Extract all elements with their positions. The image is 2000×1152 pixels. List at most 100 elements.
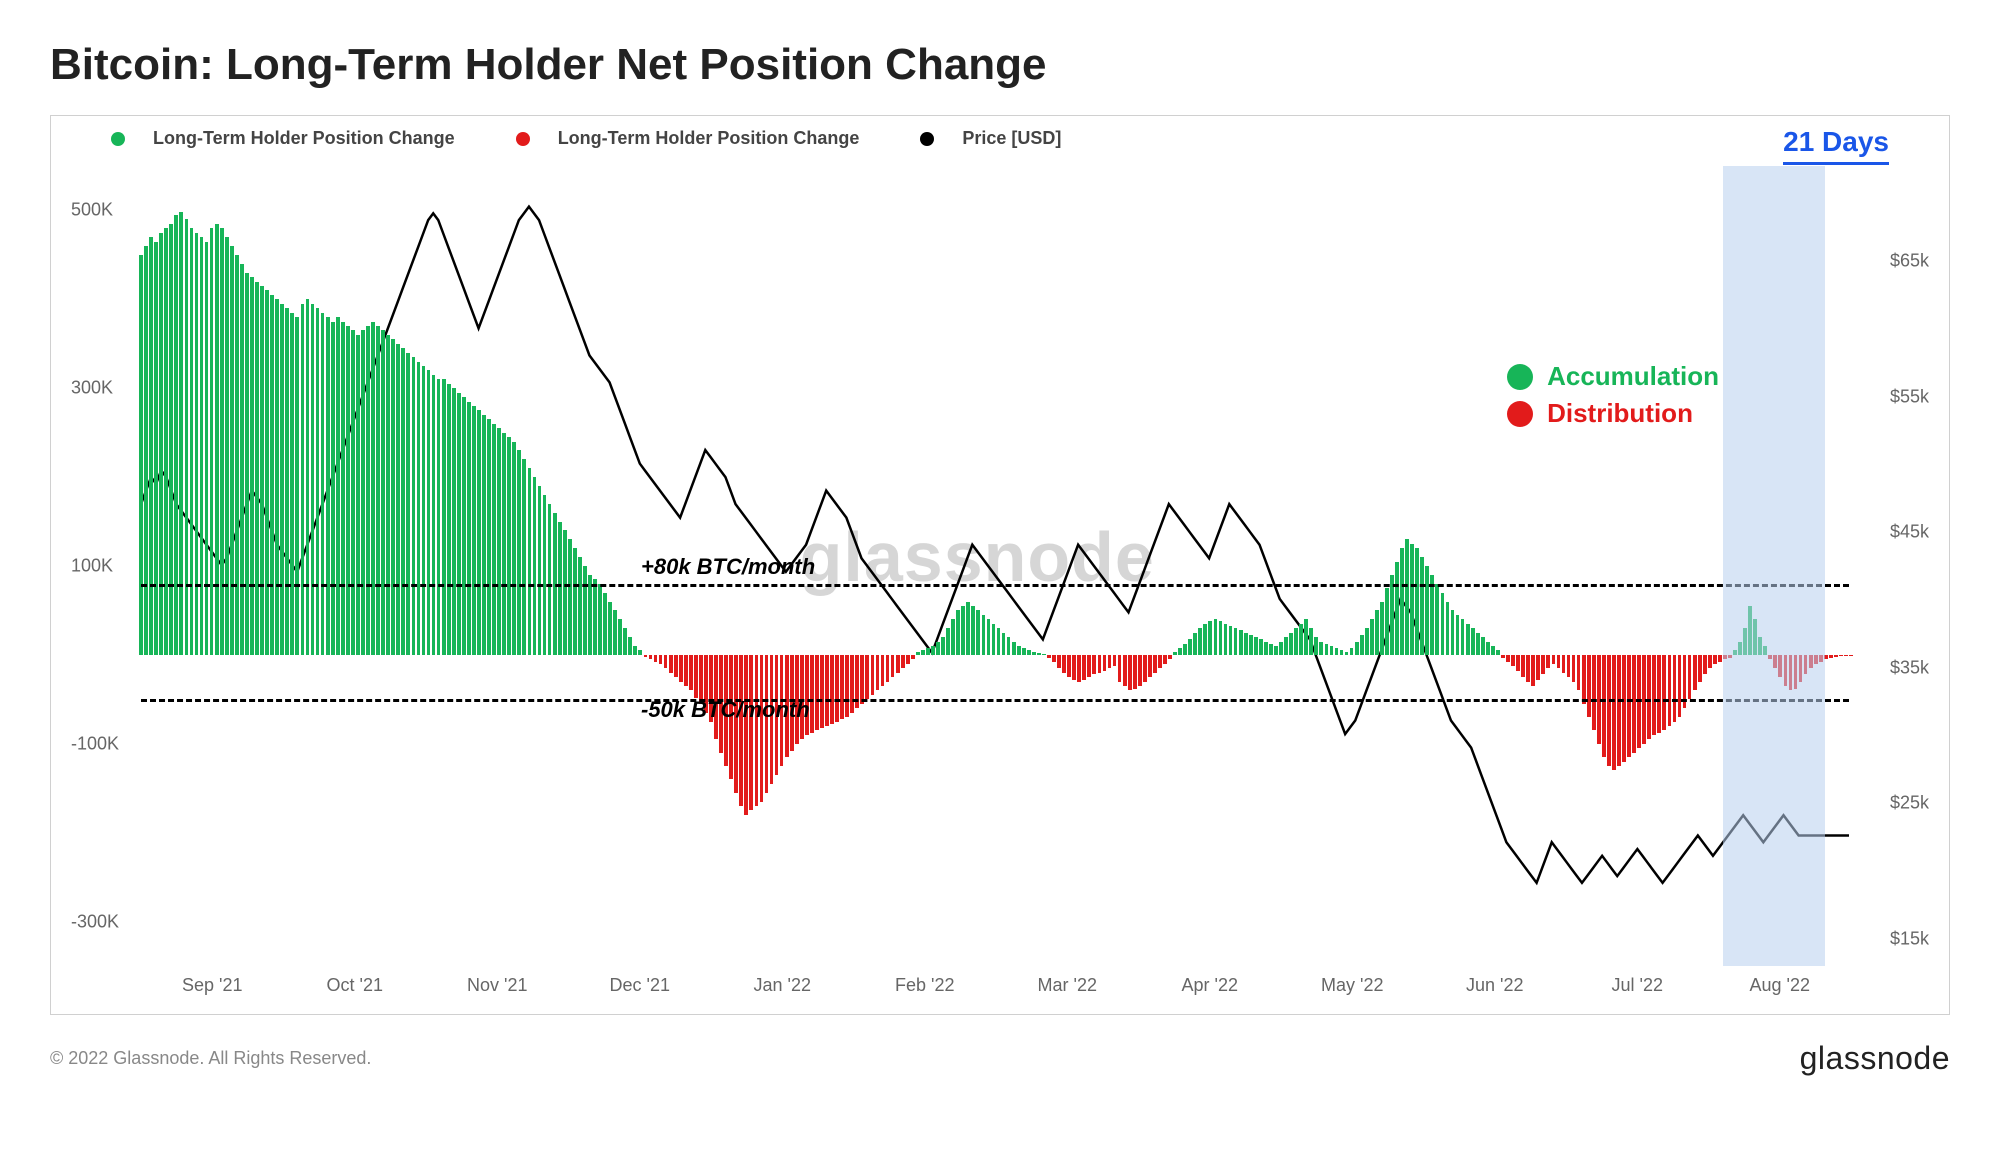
bar: [346, 326, 350, 655]
legend-green: Long-Term Holder Position Change: [111, 128, 483, 149]
ref-label-lower: -50k BTC/month: [641, 697, 810, 723]
bar: [1703, 655, 1707, 675]
bar: [432, 375, 436, 655]
chart-title: Bitcoin: Long-Term Holder Net Position C…: [50, 40, 1950, 90]
bar: [366, 326, 370, 655]
dist-label: Distribution: [1547, 398, 1693, 429]
bar: [1476, 633, 1480, 655]
x-tick: Sep '21: [182, 975, 243, 996]
bar: [1536, 655, 1540, 680]
legend-top: Long-Term Holder Position Change Long-Te…: [111, 128, 1117, 151]
ref-line-lower: [141, 699, 1849, 702]
bar: [613, 610, 617, 654]
bar: [608, 602, 612, 655]
bar: [860, 655, 864, 704]
bar: [815, 655, 819, 731]
bar: [987, 619, 991, 655]
bar: [734, 655, 738, 793]
bar: [240, 264, 244, 655]
bar: [467, 402, 471, 655]
bar: [1592, 655, 1596, 731]
bar: [250, 277, 254, 655]
bar: [1203, 624, 1207, 655]
bar: [1234, 628, 1238, 655]
bar: [1466, 624, 1470, 655]
bar: [1708, 655, 1712, 668]
bar: [149, 237, 153, 655]
bar: [533, 477, 537, 655]
bar: [1062, 655, 1066, 673]
bar: [174, 215, 178, 655]
y-right-tick: $45k: [1890, 522, 1929, 543]
bar: [664, 655, 668, 668]
bar: [1511, 655, 1515, 666]
bar: [1486, 642, 1490, 655]
bar: [538, 486, 542, 655]
bar: [422, 366, 426, 655]
legend-price-label: Price [USD]: [962, 128, 1061, 149]
bar: [1153, 655, 1157, 673]
bar: [285, 308, 289, 655]
bar: [1546, 655, 1550, 668]
bar: [487, 419, 491, 655]
bar: [1042, 654, 1046, 655]
bar: [1168, 655, 1172, 659]
bar: [1602, 655, 1606, 757]
bar: [1072, 655, 1076, 680]
bar: [1279, 642, 1283, 655]
y-right-tick: $25k: [1890, 793, 1929, 814]
bar: [563, 530, 567, 654]
bar: [1178, 648, 1182, 655]
x-tick: Jul '22: [1612, 975, 1663, 996]
bar: [850, 655, 854, 713]
bar: [583, 566, 587, 655]
bar: [260, 286, 264, 655]
bar: [1304, 619, 1308, 655]
bar: [1662, 655, 1666, 731]
bar: [618, 619, 622, 655]
bar: [1143, 655, 1147, 682]
legend-price: Price [USD]: [920, 128, 1089, 149]
bar: [437, 379, 441, 655]
bar: [1259, 639, 1263, 655]
bar: [765, 655, 769, 793]
x-tick: Dec '21: [610, 975, 670, 996]
bar: [1037, 653, 1041, 655]
bar: [1541, 655, 1545, 675]
bar: [931, 646, 935, 655]
bar: [452, 388, 456, 655]
bar: [1552, 655, 1556, 664]
bar: [1133, 655, 1137, 689]
bar: [412, 357, 416, 655]
bar: [1239, 630, 1243, 655]
bar: [442, 379, 446, 655]
y-right-tick: $35k: [1890, 657, 1929, 678]
bar: [1325, 644, 1329, 655]
bar: [669, 655, 673, 673]
y-right-tick: $15k: [1890, 928, 1929, 949]
bar: [644, 655, 648, 657]
bar: [275, 299, 279, 655]
bar: [946, 628, 950, 655]
bar: [376, 326, 380, 655]
bar: [502, 433, 506, 655]
bar: [462, 397, 466, 655]
bar: [891, 655, 895, 677]
bar: [169, 224, 173, 655]
bar: [1678, 655, 1682, 717]
bar: [956, 610, 960, 654]
bar: [1405, 539, 1409, 655]
acc-dot: [1507, 364, 1533, 390]
bar: [982, 615, 986, 655]
x-tick: Nov '21: [467, 975, 527, 996]
bar: [417, 362, 421, 655]
bar: [1849, 655, 1853, 656]
bar: [1022, 648, 1026, 655]
bar: [638, 650, 642, 654]
acc-label: Accumulation: [1547, 361, 1719, 392]
bar: [220, 228, 224, 655]
bar: [1345, 652, 1349, 655]
bar: [1557, 655, 1561, 668]
bar: [1531, 655, 1535, 686]
bar: [1652, 655, 1656, 735]
